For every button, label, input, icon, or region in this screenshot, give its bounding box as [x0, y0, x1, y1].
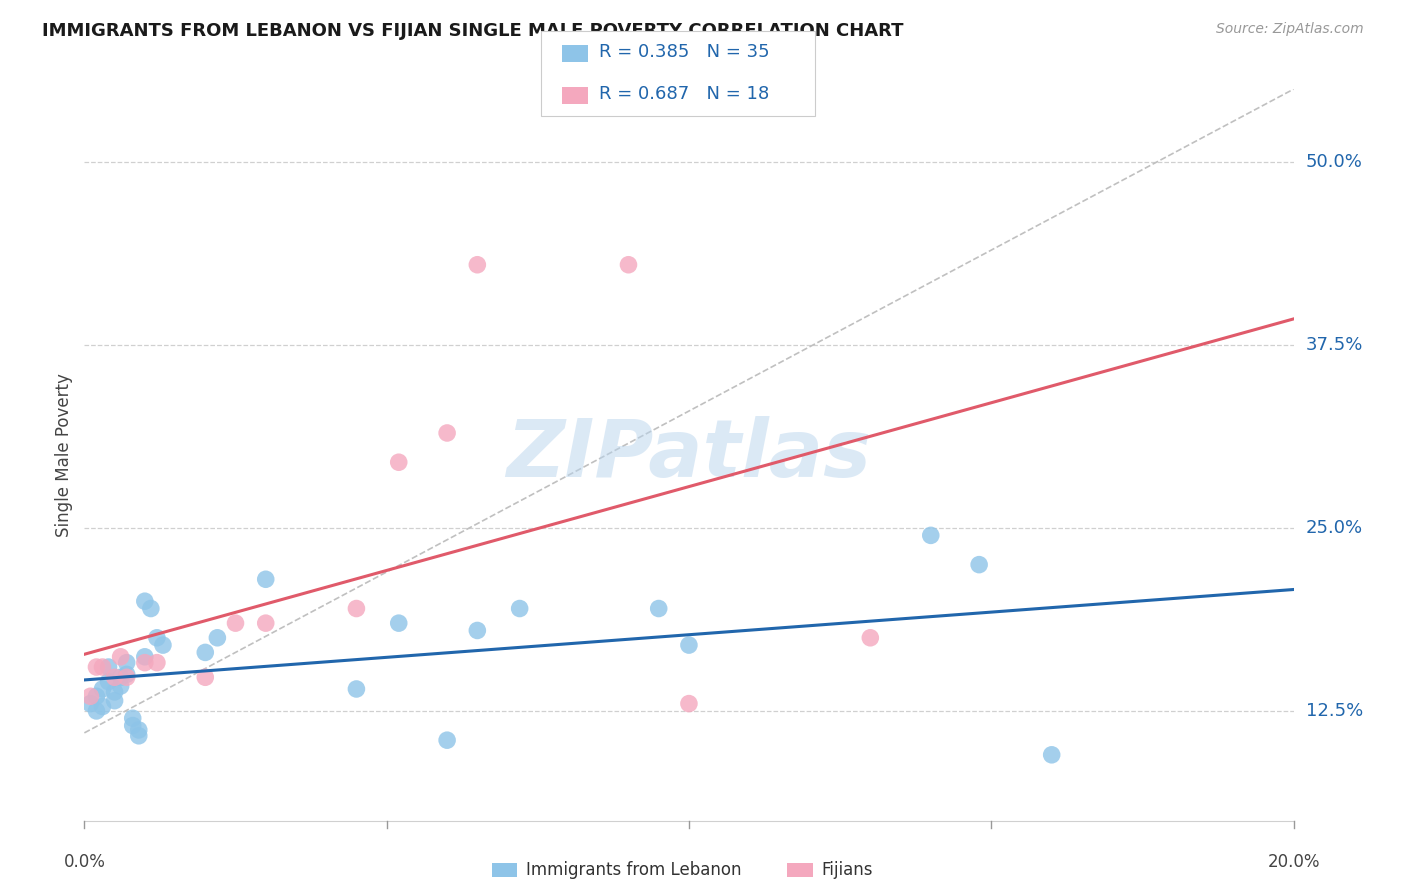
Point [110, 649, 132, 664]
Point [346, 681, 368, 696]
Point [86, 704, 108, 718]
Point [254, 616, 277, 631]
Point [79, 697, 101, 711]
Point [146, 631, 169, 645]
Point [139, 601, 162, 615]
Text: 37.5%: 37.5% [1306, 336, 1362, 354]
Text: 20.0%: 20.0% [1267, 853, 1320, 871]
Point [920, 528, 942, 542]
Point [467, 258, 489, 272]
Text: Immigrants from Lebanon: Immigrants from Lebanon [526, 861, 741, 879]
Point [121, 718, 143, 732]
Point [152, 638, 174, 652]
Point [128, 729, 150, 743]
Text: 50.0%: 50.0% [1306, 153, 1362, 171]
Point [86, 690, 108, 704]
Text: 12.5%: 12.5% [1306, 702, 1362, 720]
Point [436, 425, 458, 440]
Point [967, 558, 990, 572]
Point [86, 660, 108, 674]
Text: 25.0%: 25.0% [1306, 519, 1362, 537]
Point [194, 645, 217, 659]
Point [617, 258, 640, 272]
Point [207, 631, 229, 645]
Point [121, 711, 143, 725]
Point [134, 656, 156, 670]
Point [97, 674, 120, 689]
Text: Source: ZipAtlas.com: Source: ZipAtlas.com [1216, 22, 1364, 37]
Point [104, 685, 127, 699]
Point [128, 723, 150, 737]
Text: 0.0%: 0.0% [63, 853, 105, 871]
Point [859, 631, 882, 645]
Point [97, 660, 120, 674]
Point [115, 667, 138, 681]
Y-axis label: Single Male Poverty: Single Male Poverty [55, 373, 73, 537]
Text: Fijians: Fijians [821, 861, 873, 879]
Text: R = 0.687   N = 18: R = 0.687 N = 18 [599, 85, 769, 103]
Point [678, 638, 700, 652]
Point [115, 670, 138, 684]
Point [225, 616, 247, 631]
Point [134, 594, 156, 608]
Point [79, 690, 101, 704]
Point [91, 660, 114, 674]
Point [104, 670, 127, 684]
Point [146, 656, 169, 670]
Point [1040, 747, 1063, 762]
Point [115, 656, 138, 670]
Point [110, 679, 132, 693]
Point [647, 601, 671, 615]
Text: R = 0.385   N = 35: R = 0.385 N = 35 [599, 43, 769, 61]
Point [388, 455, 411, 469]
Point [194, 670, 217, 684]
Point [678, 697, 700, 711]
Point [110, 670, 132, 684]
Point [436, 733, 458, 747]
Point [91, 681, 114, 696]
Text: IMMIGRANTS FROM LEBANON VS FIJIAN SINGLE MALE POVERTY CORRELATION CHART: IMMIGRANTS FROM LEBANON VS FIJIAN SINGLE… [42, 22, 904, 40]
Point [467, 624, 489, 638]
Point [388, 616, 411, 631]
Point [104, 694, 127, 708]
Point [254, 572, 277, 586]
Point [134, 649, 156, 664]
Text: ZIPatlas: ZIPatlas [506, 416, 872, 494]
Point [509, 601, 531, 615]
Point [346, 601, 368, 615]
Point [91, 699, 114, 714]
